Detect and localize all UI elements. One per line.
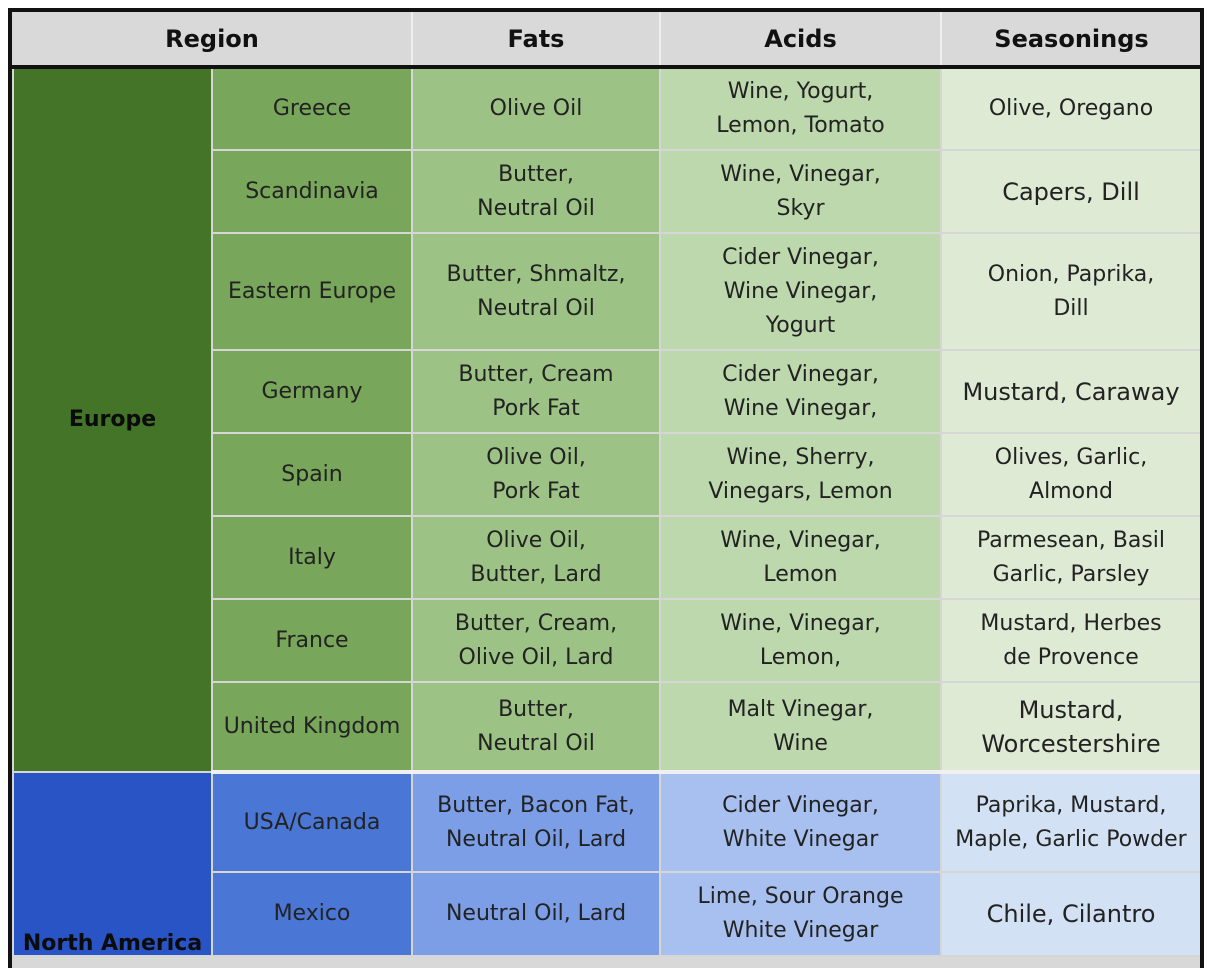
seasonings-cell: Parmesean, Basil Garlic, Parsley [940, 515, 1200, 600]
region-cell: Mexico [211, 871, 413, 957]
seasonings-cell: Mustard, Worcestershire [940, 681, 1200, 774]
seasonings-cell: Olives, Garlic, Almond [940, 432, 1200, 517]
region-cell: Spain [211, 432, 413, 517]
region-cell: United Kingdom [211, 681, 413, 774]
acids-cell: Cider Vinegar, White Vinegar [659, 771, 942, 873]
seasonings-cell: Olive, Oregano [940, 66, 1200, 151]
seasonings-cell: Paprika, Mustard, Maple, Garlic Powder [940, 771, 1200, 873]
seasonings-cell: Onion, Paprika, Dill [940, 232, 1200, 351]
group-north-america: North America [12, 771, 213, 957]
fats-cell: Neutral Oil, Lard [411, 871, 661, 957]
acids-cell: Wine, Vinegar, Lemon, [659, 598, 942, 683]
fats-cell: Butter, Neutral Oil [411, 681, 661, 774]
header-region: Region [13, 12, 413, 69]
header-row: Region Fats Acids Seasonings [13, 12, 1200, 69]
header-fats: Fats [412, 12, 661, 69]
fats-cell: Olive Oil, Pork Fat [411, 432, 661, 517]
seasonings-cell: Mustard, Herbes de Provence [940, 598, 1200, 683]
acids-cell: Wine, Sherry, Vinegars, Lemon [659, 432, 942, 517]
fats-cell: Olive Oil, Butter, Lard [411, 515, 661, 600]
acids-cell: Malt Vinegar, Wine [659, 681, 942, 774]
region-cell: Scandinavia [211, 149, 413, 234]
fats-cell: Olive Oil [411, 66, 661, 151]
fats-cell: Butter, Neutral Oil [411, 149, 661, 234]
seasonings-cell: Chile, Cilantro [940, 871, 1200, 957]
table-row: Mexico Neutral Oil, Lard Lime, Sour Oran… [13, 871, 1200, 957]
acids-cell: Lime, Sour Orange White Vinegar [659, 871, 942, 957]
cuisine-table: Region Fats Acids Seasonings Europe Gree… [12, 12, 1200, 957]
table-row: North America USA/Canada Butter, Bacon F… [12, 771, 1200, 957]
region-cell: USA/Canada [211, 771, 413, 873]
table-row: Spain Olive Oil, Pork Fat Wine, Sherry, … [13, 432, 1200, 517]
table-row: Europe Greece Olive Oil Wine, Yogurt, Le… [12, 66, 1200, 773]
table-row: Germany Butter, Cream Pork Fat Cider Vin… [13, 349, 1200, 434]
region-cell: Greece [211, 66, 413, 151]
group-north-america-label: North America [22, 931, 203, 956]
header-acids: Acids [660, 12, 942, 69]
acids-cell: Wine, Vinegar, Lemon [659, 515, 942, 600]
table-row: Italy Olive Oil, Butter, Lard Wine, Vine… [13, 515, 1200, 600]
fats-cell: Butter, Cream, Olive Oil, Lard [411, 598, 661, 683]
region-cell: Eastern Europe [211, 232, 413, 351]
table-row: United Kingdom Butter, Neutral Oil Malt … [13, 681, 1200, 774]
region-cell: Italy [211, 515, 413, 600]
table-row: Eastern Europe Butter, Shmaltz, Neutral … [13, 232, 1200, 351]
seasonings-cell: Capers, Dill [940, 149, 1200, 234]
region-cell: Germany [211, 349, 413, 434]
group-europe: Europe [12, 66, 213, 773]
fats-cell: Butter, Shmaltz, Neutral Oil [411, 232, 661, 351]
acids-cell: Wine, Vinegar, Skyr [659, 149, 942, 234]
acids-cell: Cider Vinegar, Wine Vinegar, Yogurt [659, 232, 942, 351]
seasonings-cell: Mustard, Caraway [940, 349, 1200, 434]
table-row: Scandinavia Butter, Neutral Oil Wine, Vi… [13, 149, 1200, 234]
header-seasonings: Seasonings [941, 12, 1200, 69]
table-row: France Butter, Cream, Olive Oil, Lard Wi… [13, 598, 1200, 683]
acids-cell: Cider Vinegar, Wine Vinegar, [659, 349, 942, 434]
cuisine-table-frame: Region Fats Acids Seasonings Europe Gree… [8, 8, 1204, 968]
region-cell: France [211, 598, 413, 683]
fats-cell: Butter, Bacon Fat, Neutral Oil, Lard [411, 771, 661, 873]
acids-cell: Wine, Yogurt, Lemon, Tomato [659, 66, 942, 151]
fats-cell: Butter, Cream Pork Fat [411, 349, 661, 434]
